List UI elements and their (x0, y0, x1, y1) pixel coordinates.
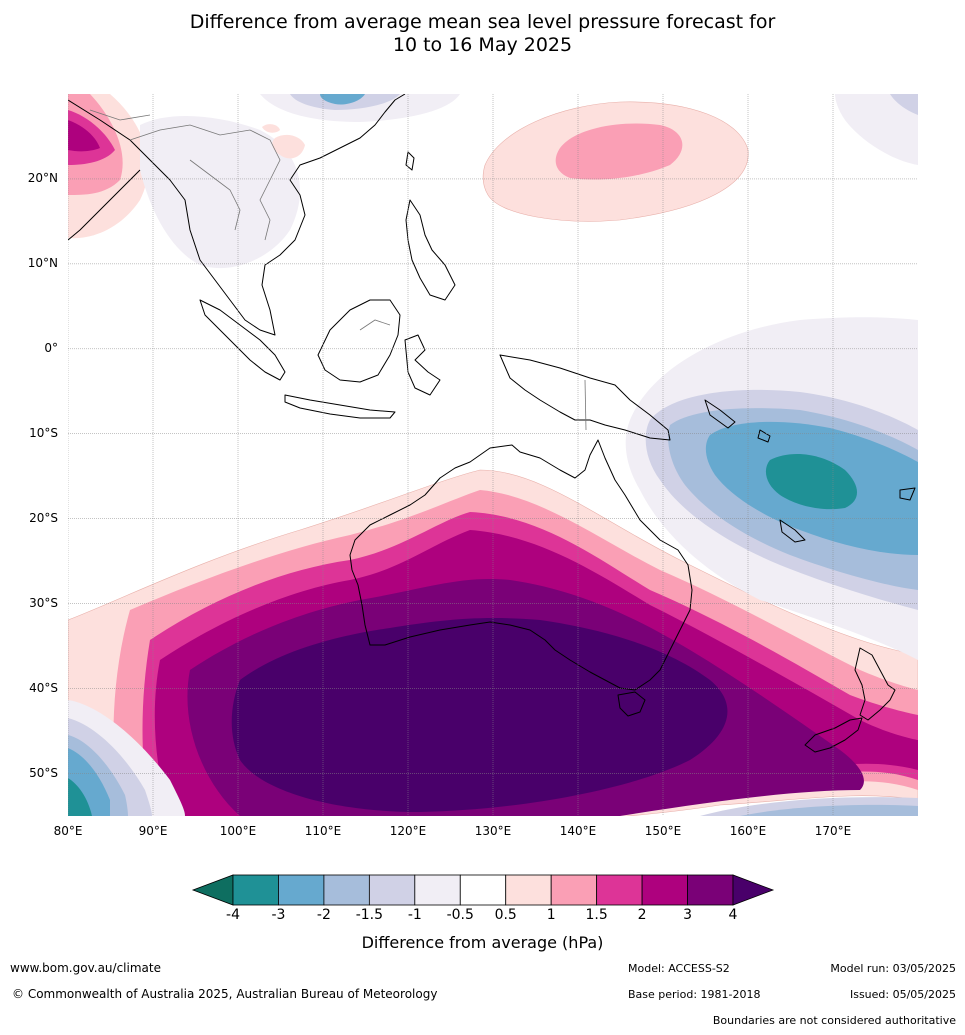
longitude-label: 150°E (644, 824, 682, 838)
colorbar-tick-label: 1.5 (585, 907, 608, 923)
colorbar-swatch (687, 874, 734, 906)
colorbar-max-arrow (732, 874, 775, 906)
colorbar-swatch (414, 874, 461, 906)
colorbar-tick-label: 0.5 (494, 907, 517, 923)
new-guinea-coastline (499, 354, 671, 441)
colorbar-swatch (550, 874, 598, 906)
latitude-label: 20°S (29, 510, 58, 525)
longitude-label: 100°E (219, 824, 257, 838)
colorbar-tick-label: 1 (546, 907, 556, 923)
graticule (68, 94, 918, 816)
new-zealand-south-coastline (804, 717, 863, 753)
longitude-label: 80°E (53, 824, 83, 838)
map-title-line2: 10 to 16 May 2025 (392, 34, 573, 56)
latitude-label: 40°S (29, 680, 58, 695)
colorbar-swatch (323, 874, 370, 906)
sulawesi-coastline (404, 334, 441, 396)
colorbar-swatch (368, 874, 416, 906)
colorbar-min-arrow (191, 874, 234, 906)
southwest-low-anomaly (68, 700, 185, 816)
colorbar-swatch (641, 874, 688, 906)
colorbar-tick-label: 3 (683, 907, 692, 923)
asia-mainland-coastline (68, 94, 406, 336)
latitude-label: 10°N (27, 255, 58, 270)
issued-date: Issued: 05/05/2025 (849, 988, 956, 1001)
latitude-label: 50°S (29, 765, 58, 780)
anomaly-fields (68, 94, 918, 816)
base-period: Base period: 1981-2018 (628, 988, 761, 1001)
pacific-islands-coastline (704, 399, 916, 543)
borneo-coastline (317, 299, 401, 383)
longitude-label: 160°E (729, 824, 767, 838)
australia-coastline (349, 439, 693, 691)
india-coastline (68, 169, 141, 241)
country-borders (89, 109, 587, 431)
colorbar-swatch (459, 874, 507, 906)
coastlines (68, 94, 916, 753)
longitude-label: 120°E (389, 824, 427, 838)
northeast-low-anomaly (835, 94, 918, 165)
new-zealand-north-coastline (854, 647, 896, 721)
colorbar-title: Difference from average (hPa) (361, 933, 604, 952)
copyright-text: © Commonwealth of Australia 2025, Austra… (12, 987, 438, 1001)
indian-subcontinent-high-anomaly (68, 94, 149, 239)
longitude-label: 140°E (559, 824, 597, 838)
tasmania-coastline (617, 691, 646, 717)
boundaries-disclaimer: Boundaries are not considered authoritat… (712, 1014, 956, 1027)
southern-high-anomaly (68, 469, 918, 816)
southwest-pacific-low-anomaly (625, 317, 918, 660)
latitude-label: 0° (44, 340, 58, 355)
southeast-asia-low-anomaly (140, 94, 460, 269)
colorbar-tick-label: 4 (728, 907, 738, 923)
map-title-line1: Difference from average mean sea level p… (189, 11, 776, 33)
java-coastline (284, 394, 396, 419)
latitude-label: 20°N (27, 170, 58, 185)
taiwan-coastline (405, 151, 415, 171)
colorbar-tick-label: -1.5 (355, 907, 384, 923)
model-run-date: Model run: 03/05/2025 (830, 962, 956, 975)
colorbar-tick-label: 2 (637, 907, 647, 923)
colorbar-tick-label: -0.5 (446, 907, 474, 923)
north-pacific-high-anomaly (482, 101, 749, 222)
colorbar-tick-label: -1 (407, 907, 422, 923)
model-name: Model: ACCESS-S2 (628, 962, 730, 975)
colorbar (191, 874, 775, 906)
latitude-label: 10°S (29, 425, 58, 440)
colorbar-swatch (596, 874, 643, 906)
colorbar-swatch (505, 874, 552, 906)
longitude-label: 170°E (814, 824, 852, 838)
colorbar-swatch (278, 874, 325, 906)
longitude-label: 90°E (138, 824, 168, 838)
colorbar-tick-label: -2 (316, 907, 331, 923)
colorbar-tick-label: -3 (271, 907, 286, 923)
website-link[interactable]: www.bom.gov.au/climate (10, 961, 161, 975)
longitude-label: 110°E (304, 824, 342, 838)
sumatra-coastline (199, 299, 286, 381)
longitude-label: 130°E (474, 824, 512, 838)
colorbar-tick-label: -4 (226, 907, 240, 923)
colorbar-swatch (232, 874, 279, 906)
latitude-label: 30°S (29, 595, 58, 610)
